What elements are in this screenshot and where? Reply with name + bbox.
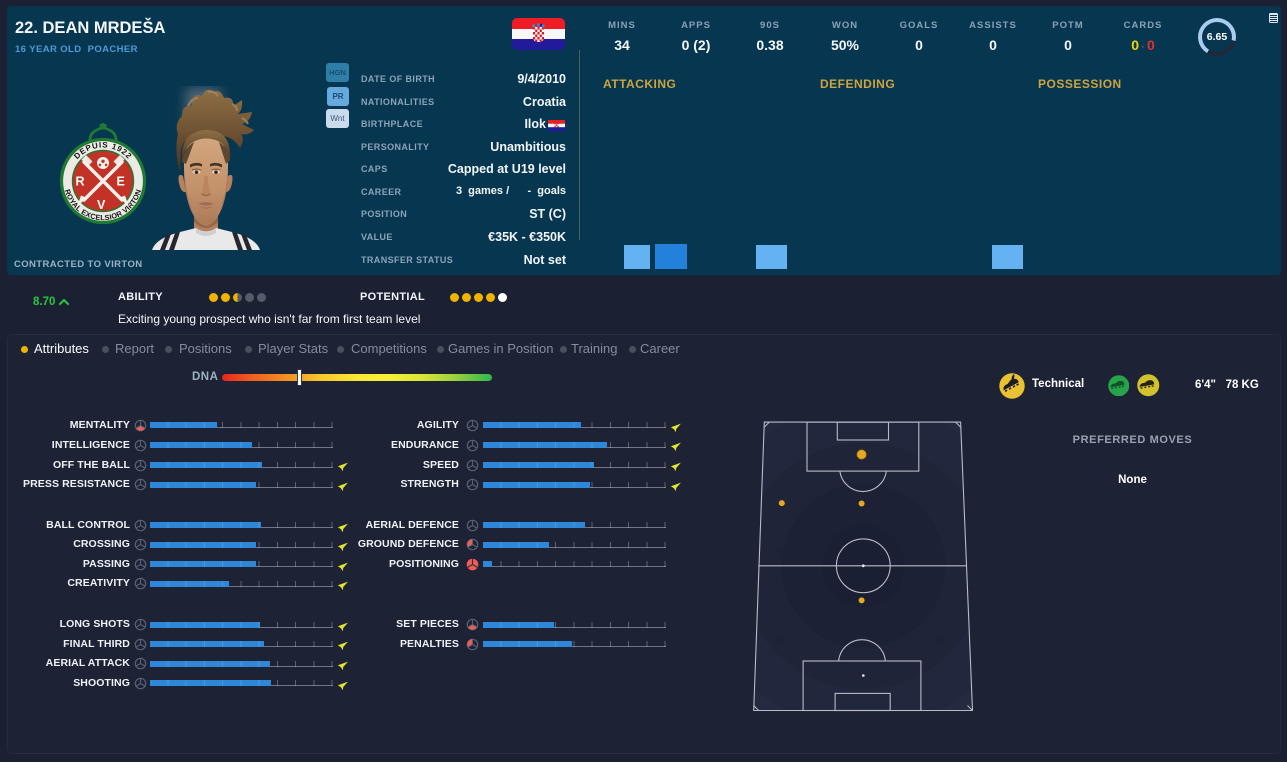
svg-text:R: R xyxy=(76,175,85,189)
svg-text:V: V xyxy=(97,198,106,212)
svg-text:E: E xyxy=(117,175,125,189)
